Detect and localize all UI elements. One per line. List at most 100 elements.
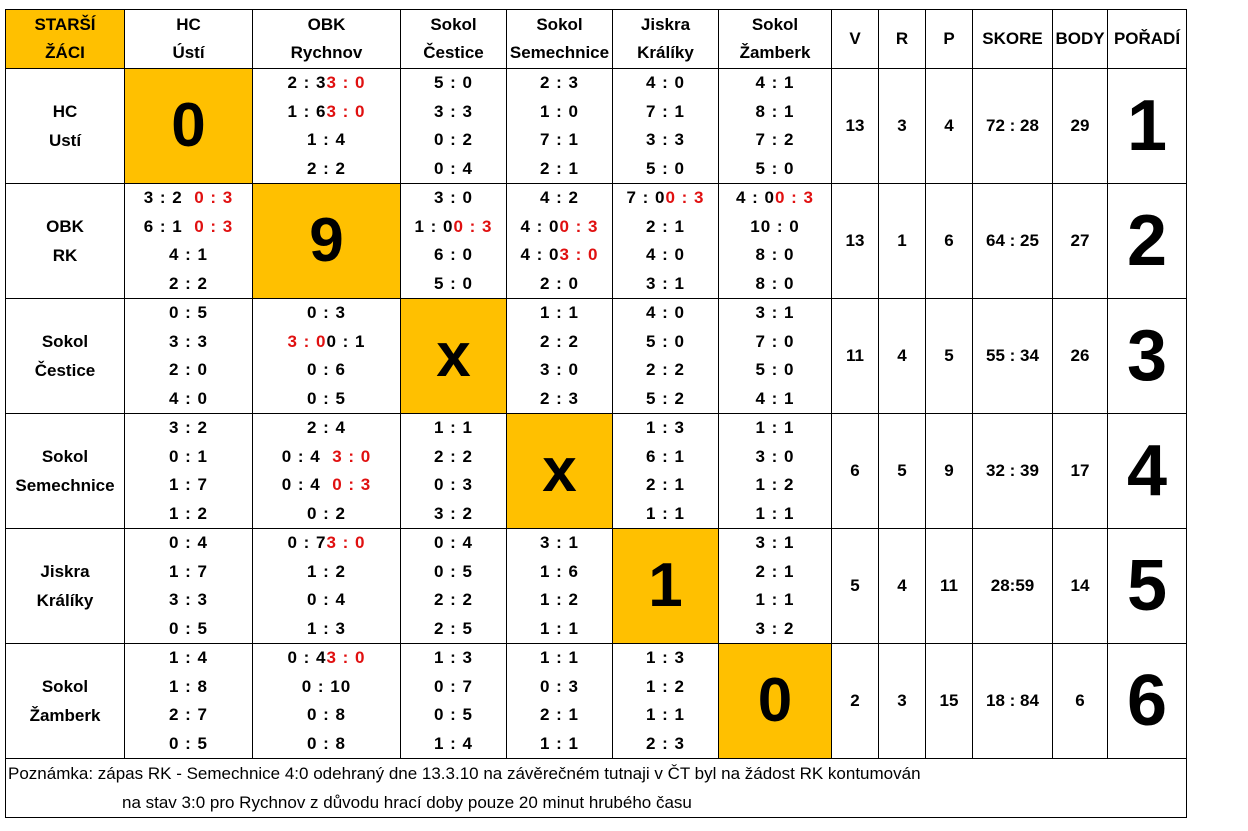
points-value-text: 17 xyxy=(1070,461,1090,480)
note-line: na stav 3:0 pro Rychnov z důvodu hrací d… xyxy=(122,793,692,812)
match-result-line: 0 : 43 : 0 xyxy=(253,644,400,673)
match-result-line: 3 : 3 xyxy=(125,328,252,357)
match-results-cell: 0 : 4 0 : 5 2 : 2 2 : 5 xyxy=(400,528,507,644)
match-result-line: 0 : 6 xyxy=(253,356,400,385)
match-results-cell: 2 : 3 1 : 0 7 : 1 2 : 1 xyxy=(506,68,613,184)
forfeit-score: 3 : 0 xyxy=(326,533,366,552)
stat-header: SKORE xyxy=(972,9,1053,69)
score-value: 55 : 34 xyxy=(972,298,1053,414)
match-result-line: 0 : 4 xyxy=(401,529,506,558)
points-value: 26 xyxy=(1052,298,1108,414)
match-score: 3 : 3 xyxy=(168,590,209,609)
stat-header-label: SKORE xyxy=(982,29,1043,48)
match-result-line: 2 : 1 xyxy=(613,471,718,500)
match-score: 2 : 2 xyxy=(433,446,474,466)
match-score: 2 : 3 xyxy=(287,73,327,92)
match-score: 2 : 5 xyxy=(433,618,474,638)
match-score: 1 : 3 xyxy=(645,648,686,667)
draws-value-text: 3 xyxy=(897,691,907,710)
match-result-line: 0 : 1 xyxy=(125,443,252,472)
match-score: 1 : 2 xyxy=(306,561,347,581)
match-score: 1 : 4 xyxy=(168,648,209,667)
rank-value: 4 xyxy=(1107,413,1187,529)
match-score: 1 : 1 xyxy=(433,418,474,437)
points-value-text: 29 xyxy=(1070,116,1090,135)
match-score: 7 : 1 xyxy=(645,101,686,121)
match-score: 0 : 5 xyxy=(433,561,474,581)
team-header-line: Králíky xyxy=(637,43,694,62)
match-score: 8 : 1 xyxy=(755,101,795,121)
match-score: 2 : 1 xyxy=(539,705,580,724)
self-cell: 1 xyxy=(612,528,719,644)
row-team-name-line: Sokol xyxy=(41,332,89,351)
match-result-line: 3 : 2 xyxy=(719,615,831,644)
match-score: 1 : 1 xyxy=(539,618,580,638)
match-result-line: 7 : 1 xyxy=(613,98,718,127)
score-value-text: 55 : 34 xyxy=(986,346,1039,365)
draws-value-text: 1 xyxy=(897,231,907,250)
match-result-line: 0 : 5 xyxy=(125,730,252,759)
match-results-cell: 7 : 00 : 3 2 : 1 4 : 0 3 : 1 xyxy=(612,183,719,299)
match-score: 4 : 0 xyxy=(520,216,560,236)
team-header: OBK Rychnov xyxy=(252,9,401,69)
note-line: Poznámka: zápas RK - Semechnice 4:0 odeh… xyxy=(8,764,921,783)
match-result-line: 3 : 3 xyxy=(401,98,506,127)
match-result-line: 6 : 1 0 : 3 xyxy=(125,213,252,242)
losses-value: 15 xyxy=(925,643,973,759)
match-score: 1 : 6 xyxy=(287,101,327,121)
score-value-text: 18 : 84 xyxy=(986,691,1039,710)
match-score: 1 : 2 xyxy=(645,676,686,696)
rank-value: 5 xyxy=(1107,528,1187,644)
match-score: 3 : 0 xyxy=(755,446,795,466)
match-result-line: 2 : 2 xyxy=(125,270,252,299)
self-cell: x xyxy=(506,413,613,529)
match-results-cell: 3 : 1 2 : 1 1 : 1 3 : 2 xyxy=(718,528,832,644)
match-result-line: 0 : 8 xyxy=(253,730,400,759)
match-score: 0 : 4 xyxy=(306,590,347,609)
forfeit-score: 3 : 0 xyxy=(326,73,366,92)
wins-value-text: 6 xyxy=(850,461,860,480)
match-result-line: 2 : 3 xyxy=(507,69,612,98)
rank-number: 3 xyxy=(1126,316,1168,396)
rank-number: 4 xyxy=(1126,431,1168,511)
match-score: 3 : 3 xyxy=(168,331,209,351)
match-results-cell: 5 : 0 3 : 3 0 : 2 0 : 4 xyxy=(400,68,507,184)
match-result-line: 7 : 2 xyxy=(719,126,831,155)
match-score: 1 : 7 xyxy=(168,475,209,494)
match-score: 1 : 1 xyxy=(539,733,580,753)
points-value: 17 xyxy=(1052,413,1108,529)
stat-header-label: R xyxy=(895,29,909,48)
match-score: 1 : 2 xyxy=(539,590,580,609)
match-score: 0 : 1 xyxy=(168,446,209,466)
row-team-name-line: HC xyxy=(52,102,78,121)
match-result-line: 2 : 2 xyxy=(613,356,718,385)
match-results-cell: 4 : 0 5 : 0 2 : 2 5 : 2 xyxy=(612,298,719,414)
points-value-text: 6 xyxy=(1075,691,1085,710)
match-score: 2 : 2 xyxy=(168,273,209,293)
match-score: 2 : 3 xyxy=(539,73,580,92)
match-results-cell: 1 : 1 0 : 3 2 : 1 1 : 1 xyxy=(506,643,613,759)
match-result-line: 1 : 4 xyxy=(401,730,506,759)
forfeit-score: 0 : 3 xyxy=(194,216,234,236)
match-result-line: 1 : 1 xyxy=(719,500,831,529)
match-score: 1 : 4 xyxy=(433,733,474,753)
draws-value: 4 xyxy=(878,298,926,414)
draws-value: 4 xyxy=(878,528,926,644)
team-header: HC Ústí xyxy=(124,9,253,69)
draws-value: 1 xyxy=(878,183,926,299)
wins-value: 2 xyxy=(831,643,879,759)
points-value-text: 26 xyxy=(1070,346,1090,365)
team-row: Sokol Čestice 0 : 5 3 : 3 2 : 0 4 : 0 0 : 3 3 :… xyxy=(5,298,1187,414)
score-value-text: 72 : 28 xyxy=(986,116,1039,135)
match-score: 2 : 0 xyxy=(168,360,209,379)
match-result-line: 1 : 3 xyxy=(613,414,718,443)
team-header-line: Ústí xyxy=(172,43,205,62)
rank-value: 1 xyxy=(1107,68,1187,184)
match-score: 3 : 2 xyxy=(168,418,209,437)
team-header: Sokol Čestice xyxy=(400,9,507,69)
match-result-line: 1 : 2 xyxy=(125,500,252,529)
match-result-line: 4 : 1 xyxy=(125,241,252,270)
match-score: 1 : 8 xyxy=(168,676,209,696)
